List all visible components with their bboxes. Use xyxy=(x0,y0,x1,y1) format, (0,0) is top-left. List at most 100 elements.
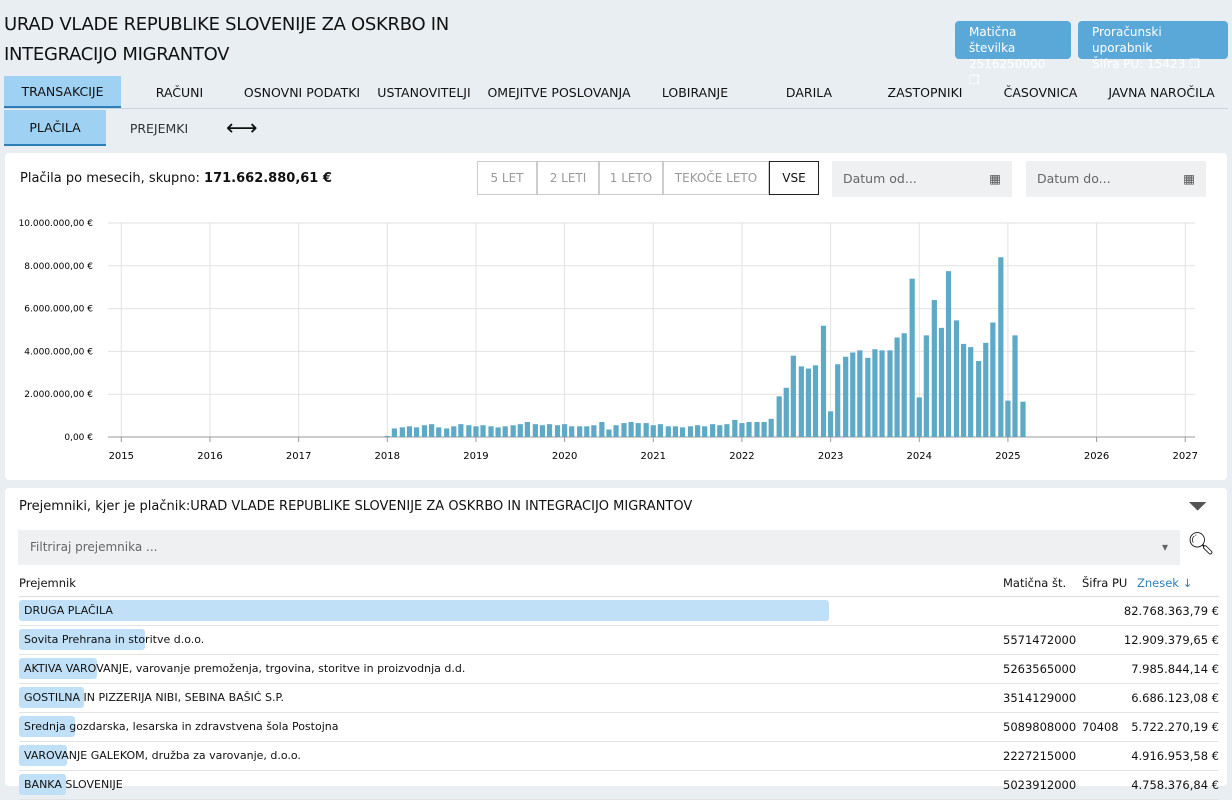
tab[interactable]: JAVNA NAROČILA xyxy=(1095,76,1228,108)
bar xyxy=(518,424,523,437)
tab[interactable]: ČASOVNICA xyxy=(986,76,1095,108)
bar xyxy=(584,426,589,437)
bar xyxy=(658,424,663,437)
x-tick-label: 2026 xyxy=(1084,451,1109,462)
tab[interactable]: LOBIRANJE xyxy=(636,76,754,108)
x-tick-label: 2019 xyxy=(463,451,488,462)
title-line: URAD VLADE REPUBLIKE SLOVENIJE ZA OSKRBO… xyxy=(4,10,449,40)
bar xyxy=(976,361,981,437)
subtab[interactable]: PREJEMKI xyxy=(106,112,212,144)
bar xyxy=(591,425,596,437)
amount: 12.909.379,65 € xyxy=(1124,633,1219,647)
table-row[interactable]: DRUGA PLAČILA82.768.363,79 € xyxy=(19,597,1219,626)
x-tick-label: 2027 xyxy=(1173,451,1198,462)
bar xyxy=(983,343,988,437)
badge-text: 2516250000 xyxy=(969,57,1045,71)
chart-card: Plačila po mesecih, skupno: 171.662.880,… xyxy=(5,153,1227,480)
table-row[interactable]: AKTIVA VAROVANJE, varovanje premoženja, … xyxy=(19,655,1219,684)
tab[interactable]: USTANOVITELJI xyxy=(366,76,482,108)
column-header: Šifra PU xyxy=(1082,576,1127,590)
table-row[interactable]: Sovita Prehrana in storitve d.o.o.557147… xyxy=(19,626,1219,655)
bar xyxy=(702,426,707,437)
bar xyxy=(968,347,973,437)
badge-label: Proračunski uporabnik xyxy=(1092,24,1214,56)
x-tick-label: 2025 xyxy=(995,451,1020,462)
bar xyxy=(813,365,818,437)
table-row[interactable]: GOSTILNA IN PIZZERIJA NIBI, SEBINA BAŠIĆ… xyxy=(19,684,1219,713)
bar xyxy=(436,427,441,437)
bar xyxy=(1012,335,1017,437)
x-tick-label: 2018 xyxy=(375,451,400,462)
tab[interactable]: ZASTOPNIKI xyxy=(864,76,986,108)
filter-icon[interactable]: ⏷ xyxy=(1188,492,1207,520)
filter-input[interactable]: Filtriraj prejemnika ...▾ xyxy=(18,530,1180,565)
bar xyxy=(444,428,449,437)
bar xyxy=(458,424,463,437)
org-title: URAD VLADE REPUBLIKE SLOVENIJE ZA OSKRBO… xyxy=(4,10,449,70)
bar xyxy=(496,427,501,437)
tab[interactable]: RAČUNI xyxy=(121,76,238,108)
bar xyxy=(799,366,804,437)
bar xyxy=(547,424,552,437)
bar xyxy=(466,425,471,437)
bar xyxy=(540,425,545,437)
subtab-bar: PLAČILA PREJEMKI ⟷ xyxy=(4,110,258,146)
amount: 82.768.363,79 € xyxy=(1124,604,1219,618)
table-row[interactable]: Srednja gozdarska, lesarska in zdravstve… xyxy=(19,713,1219,742)
tab[interactable]: TRANSAKCIJE xyxy=(4,76,121,108)
bar xyxy=(400,427,405,437)
bar xyxy=(872,349,877,437)
chart: 0,00 €2.000.000,00 €4.000.000,00 €6.000.… xyxy=(5,153,1227,480)
bar xyxy=(473,426,478,437)
bar xyxy=(613,425,618,437)
column-header: Prejemnik xyxy=(19,576,76,590)
x-tick-label: 2023 xyxy=(818,451,843,462)
bar xyxy=(835,364,840,437)
subtab[interactable]: PLAČILA xyxy=(4,110,106,146)
badge-label: Matična številka xyxy=(969,24,1057,56)
amount: 6.686.123,08 € xyxy=(1131,691,1219,705)
bar xyxy=(924,335,929,437)
bar xyxy=(569,426,574,437)
bar xyxy=(998,257,1003,437)
x-tick-label: 2017 xyxy=(286,451,311,462)
bar xyxy=(503,426,508,437)
y-tick-label: 2.000.000,00 € xyxy=(24,390,93,400)
bar xyxy=(562,424,567,437)
bar xyxy=(1020,402,1025,437)
bar xyxy=(385,436,390,437)
recipient-name: VAROVANJE GALEKOM, družba za varovanje, … xyxy=(24,749,301,762)
bar xyxy=(511,425,516,437)
bar xyxy=(710,424,715,437)
bar xyxy=(762,422,767,437)
column-header[interactable]: Znesek ↓ xyxy=(1137,576,1192,590)
column-header: Matična št. xyxy=(1003,576,1066,590)
payer: URAD VLADE REPUBLIKE SLOVENIJE ZA OSKRBO… xyxy=(190,499,692,514)
bar xyxy=(644,423,649,437)
bar xyxy=(939,328,944,437)
bar xyxy=(821,326,826,437)
bar xyxy=(879,350,884,437)
tab[interactable]: OMEJITVE POSLOVANJA xyxy=(482,76,636,108)
bar xyxy=(784,388,789,437)
bar xyxy=(732,420,737,437)
bar xyxy=(695,425,700,437)
bar xyxy=(688,426,693,437)
x-tick-label: 2022 xyxy=(729,451,754,462)
bar xyxy=(806,369,811,437)
badge[interactable]: Proračunski uporabnikŠifra PU: 15423 ❐ xyxy=(1078,21,1228,59)
amount: 4.916.953,58 € xyxy=(1131,749,1219,763)
swap-icon[interactable]: ⟷ xyxy=(226,116,258,141)
bar xyxy=(488,426,493,437)
table-row[interactable]: VAROVANJE GALEKOM, družba za varovanje, … xyxy=(19,742,1219,771)
recipient-name: AKTIVA VAROVANJE, varovanje premoženja, … xyxy=(24,662,465,675)
recipients-card: Prejemniki, kjer je plačnik:URAD VLADE R… xyxy=(5,488,1227,786)
search-icon[interactable]: 🔍︎ xyxy=(1187,532,1215,557)
badge-value: Šifra PU: 15423 ❐ xyxy=(1092,56,1214,72)
bar xyxy=(407,426,412,437)
tab[interactable]: DARILA xyxy=(754,76,864,108)
bar xyxy=(673,426,678,437)
tab[interactable]: OSNOVNI PODATKI xyxy=(238,76,366,108)
bar xyxy=(910,279,915,437)
badge[interactable]: Matična številka2516250000 ❐ xyxy=(955,21,1071,59)
